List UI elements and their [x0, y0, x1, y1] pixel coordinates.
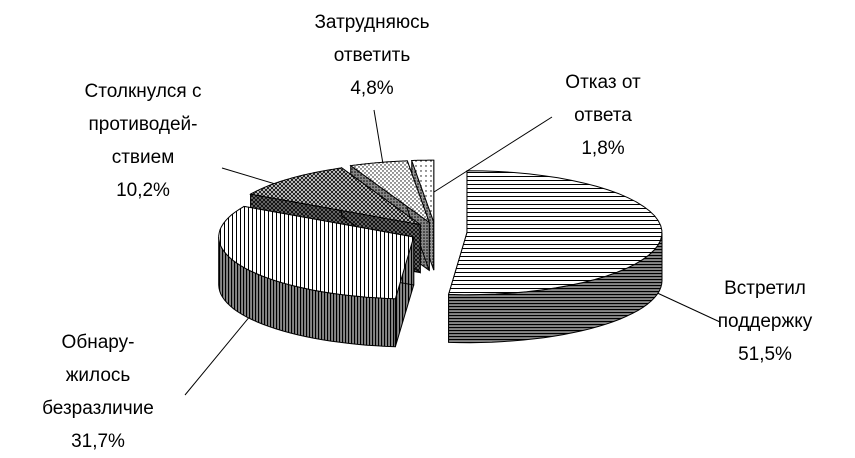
category-label: ствием — [112, 147, 175, 168]
slice — [218, 205, 415, 348]
data-label: Отказ от ответа 1,8% — [565, 72, 641, 159]
category-label: Обнару- — [62, 332, 135, 353]
category-label: Встретил — [724, 278, 806, 299]
value-label: 4,8% — [350, 78, 393, 99]
value-label: 31,7% — [71, 431, 125, 452]
value-label: 10,2% — [116, 180, 170, 201]
category-label: Затрудняюсь — [314, 12, 429, 33]
value-label: 1,8% — [581, 138, 624, 159]
slice-top — [218, 205, 415, 300]
data-label: Столкнулся с противодей-ствием 10,2% — [85, 81, 202, 201]
data-label: Обнару-жилось безразличие 31,7% — [42, 332, 154, 452]
slice — [447, 170, 663, 344]
category-label: Столкнулся с — [85, 81, 202, 102]
data-label: Встретил поддержку 51,5% — [718, 278, 813, 365]
category-label: безразличие — [42, 398, 154, 419]
slice-top — [410, 159, 435, 223]
slice-top — [349, 160, 431, 224]
category-label: жилось — [66, 365, 131, 386]
category-label: Отказ от — [565, 72, 641, 93]
category-label: ответить — [334, 45, 411, 66]
leader-line — [433, 116, 553, 193]
slice-top — [249, 167, 421, 226]
data-label: Затрудняюсь ответить 4,8% — [314, 12, 429, 99]
category-label: противодей- — [89, 114, 198, 135]
value-label: 51,5% — [738, 344, 792, 365]
slice-top — [447, 170, 663, 296]
category-label: ответа — [574, 105, 632, 126]
category-label: поддержку — [718, 311, 813, 332]
